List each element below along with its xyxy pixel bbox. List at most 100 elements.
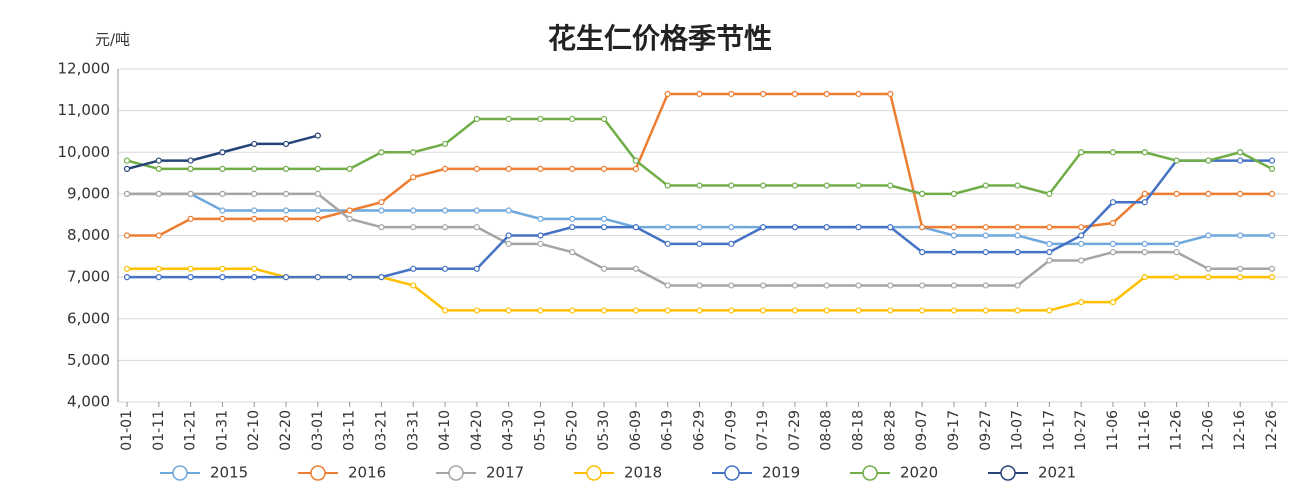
data-point <box>219 165 226 172</box>
data-point <box>314 165 321 172</box>
data-point <box>919 282 926 289</box>
y-tick-label: 9,000 <box>67 184 110 202</box>
legend-marker <box>448 465 464 481</box>
data-point <box>410 149 417 156</box>
x-tick-label: 03-21 <box>373 410 389 451</box>
data-point <box>251 274 258 281</box>
data-point <box>410 174 417 181</box>
legend-label: 2015 <box>210 464 248 482</box>
data-point <box>410 282 417 289</box>
data-point <box>123 232 131 239</box>
data-point <box>155 232 162 239</box>
data-point <box>219 207 226 214</box>
data-point <box>919 224 926 231</box>
data-point <box>1046 240 1053 247</box>
x-tick-label: 05-20 <box>564 410 580 451</box>
data-point <box>1205 265 1212 272</box>
data-point <box>632 307 639 314</box>
legend-marker <box>310 465 326 481</box>
data-point <box>760 182 767 189</box>
data-point <box>378 199 385 206</box>
data-point <box>791 224 799 231</box>
data-point <box>1046 307 1053 314</box>
data-point <box>251 215 258 222</box>
data-point <box>982 307 989 314</box>
data-point <box>1237 232 1244 239</box>
data-point <box>187 265 194 272</box>
legend-marker <box>724 465 740 481</box>
data-point <box>600 224 608 231</box>
y-tick-label: 4,000 <box>67 393 110 411</box>
x-tick-label: 01-31 <box>214 410 230 451</box>
x-tick-label: 07-09 <box>723 410 739 451</box>
data-point <box>1046 249 1053 256</box>
data-point <box>314 274 321 281</box>
x-tick-label: 11-16 <box>1137 410 1153 451</box>
data-point <box>1109 199 1117 206</box>
y-tick-label: 5,000 <box>67 351 110 369</box>
data-point <box>855 282 862 289</box>
x-tick-label: 08-08 <box>819 410 835 451</box>
legend-label: 2020 <box>900 464 938 482</box>
data-point <box>600 265 608 272</box>
data-point <box>1268 265 1276 272</box>
data-point <box>1141 190 1148 197</box>
data-point <box>950 307 958 314</box>
data-point <box>760 224 767 231</box>
data-point <box>155 157 162 164</box>
data-point <box>1141 199 1148 206</box>
data-point <box>1109 299 1117 306</box>
data-point <box>346 207 353 214</box>
data-point <box>537 215 544 222</box>
data-point <box>632 165 639 172</box>
x-tick-label: 01-11 <box>151 410 167 451</box>
data-point <box>410 224 417 231</box>
data-point <box>314 190 321 197</box>
data-point <box>505 207 512 214</box>
data-point <box>251 165 258 172</box>
data-point <box>537 307 544 314</box>
legend-marker <box>1000 465 1016 481</box>
data-point <box>664 307 671 314</box>
data-point <box>569 249 576 256</box>
data-point <box>823 282 830 289</box>
data-point <box>950 190 958 197</box>
data-point <box>187 190 194 197</box>
data-point <box>282 190 290 197</box>
data-point <box>1205 157 1212 164</box>
x-tick-label: 10-07 <box>1010 410 1026 451</box>
data-point <box>1141 149 1148 156</box>
data-point <box>664 282 671 289</box>
data-point <box>569 165 576 172</box>
x-tick-label: 03-01 <box>310 410 326 451</box>
x-tick-label: 03-11 <box>342 410 358 451</box>
y-axis-label: 元/吨 <box>95 31 130 49</box>
data-point <box>473 307 480 314</box>
data-point <box>346 274 353 281</box>
data-point <box>1237 157 1244 164</box>
x-tick-label: 05-10 <box>532 410 548 451</box>
x-tick-label: 08-28 <box>882 410 898 451</box>
data-point <box>1268 157 1276 164</box>
data-point <box>473 207 480 214</box>
data-point <box>219 190 226 197</box>
data-point <box>441 207 449 214</box>
data-point <box>1046 257 1053 264</box>
data-point <box>982 224 989 231</box>
data-point <box>1268 165 1276 172</box>
data-point <box>887 282 894 289</box>
data-point <box>887 307 894 314</box>
data-point <box>696 282 703 289</box>
y-tick-label: 7,000 <box>67 268 110 286</box>
data-point <box>728 182 735 189</box>
x-tick-label: 12-26 <box>1264 410 1280 451</box>
data-point <box>1014 249 1021 256</box>
y-tick-label: 11,000 <box>58 101 111 119</box>
data-point <box>664 182 671 189</box>
y-tick-label: 12,000 <box>58 60 111 78</box>
data-point <box>1173 157 1180 164</box>
data-point <box>1237 265 1244 272</box>
series-line <box>127 267 1272 312</box>
data-point <box>823 90 830 98</box>
x-tick-label: 11-06 <box>1105 410 1121 451</box>
